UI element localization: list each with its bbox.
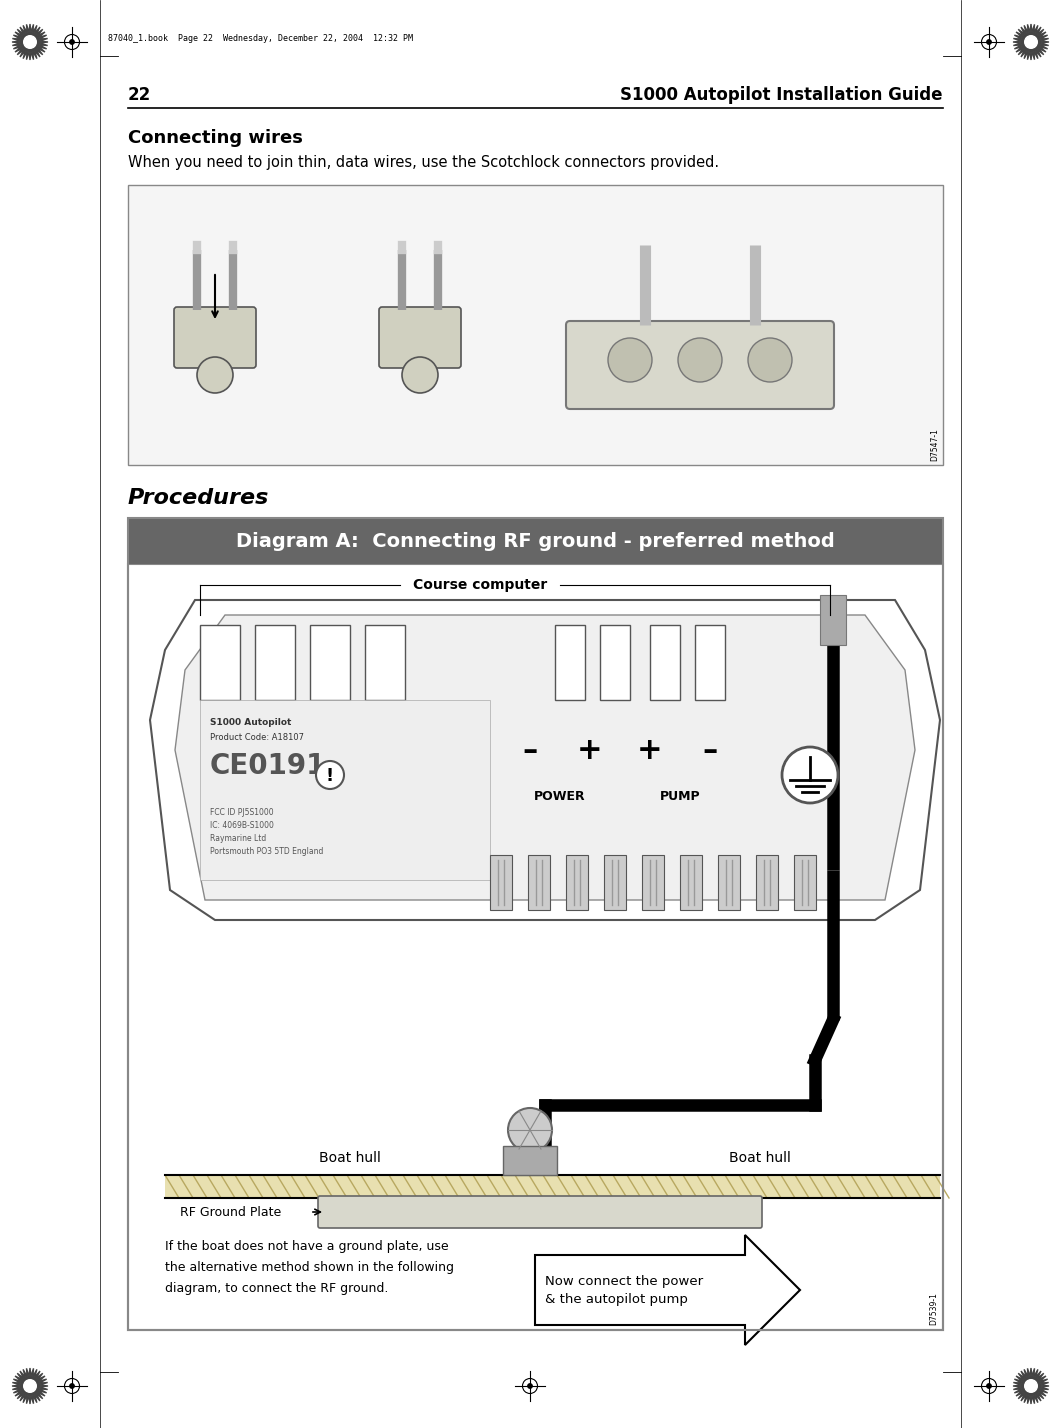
Text: 22: 22 (128, 86, 152, 104)
FancyBboxPatch shape (566, 321, 834, 408)
Polygon shape (1013, 24, 1049, 60)
Polygon shape (12, 24, 48, 60)
Polygon shape (175, 615, 915, 900)
Text: POWER: POWER (534, 790, 586, 803)
Text: Diagram A:  Connecting RF ground - preferred method: Diagram A: Connecting RF ground - prefer… (237, 531, 835, 551)
Polygon shape (535, 1235, 800, 1345)
Text: +: + (638, 735, 663, 764)
FancyBboxPatch shape (650, 625, 680, 700)
Circle shape (70, 1384, 74, 1388)
Text: S1000 Autopilot Installation Guide: S1000 Autopilot Installation Guide (621, 86, 943, 104)
Text: Raymarine Ltd: Raymarine Ltd (210, 834, 266, 843)
Circle shape (608, 338, 653, 383)
FancyBboxPatch shape (255, 625, 295, 700)
Text: !: ! (326, 767, 334, 785)
FancyBboxPatch shape (490, 855, 512, 910)
FancyBboxPatch shape (128, 186, 943, 466)
FancyBboxPatch shape (128, 518, 943, 564)
Circle shape (197, 357, 233, 393)
FancyBboxPatch shape (566, 855, 588, 910)
FancyBboxPatch shape (642, 855, 664, 910)
Text: –: – (702, 735, 717, 764)
FancyBboxPatch shape (601, 625, 630, 700)
FancyBboxPatch shape (128, 564, 943, 1329)
Text: If the boat does not have a ground plate, use: If the boat does not have a ground plate… (166, 1240, 449, 1252)
FancyBboxPatch shape (365, 625, 405, 700)
Circle shape (402, 357, 438, 393)
Text: Connecting wires: Connecting wires (128, 129, 302, 147)
Text: & the autopilot pump: & the autopilot pump (545, 1292, 688, 1305)
FancyBboxPatch shape (166, 1175, 940, 1198)
Circle shape (987, 40, 991, 44)
Text: diagram, to connect the RF ground.: diagram, to connect the RF ground. (166, 1282, 388, 1295)
Circle shape (782, 747, 838, 803)
Text: D7547-1: D7547-1 (930, 428, 939, 461)
Polygon shape (12, 1368, 48, 1404)
Circle shape (527, 1384, 533, 1388)
Text: D7539-1: D7539-1 (929, 1292, 938, 1325)
Text: +: + (577, 735, 603, 764)
FancyBboxPatch shape (756, 855, 778, 910)
Polygon shape (1013, 1368, 1049, 1404)
Circle shape (1025, 36, 1038, 49)
Circle shape (1025, 1379, 1038, 1392)
Text: 87040_1.book  Page 22  Wednesday, December 22, 2004  12:32 PM: 87040_1.book Page 22 Wednesday, December… (108, 33, 413, 43)
FancyBboxPatch shape (555, 625, 585, 700)
FancyBboxPatch shape (201, 700, 490, 880)
Circle shape (508, 1108, 552, 1152)
Text: RF Ground Plate: RF Ground Plate (180, 1205, 281, 1218)
FancyBboxPatch shape (820, 595, 846, 645)
FancyBboxPatch shape (718, 855, 740, 910)
FancyBboxPatch shape (318, 1197, 762, 1228)
Circle shape (678, 338, 721, 383)
Text: Now connect the power: Now connect the power (545, 1275, 703, 1288)
Text: Boat hull: Boat hull (319, 1151, 381, 1165)
FancyBboxPatch shape (695, 625, 725, 700)
FancyBboxPatch shape (379, 307, 460, 368)
Text: Course computer: Course computer (413, 578, 547, 593)
Circle shape (70, 40, 74, 44)
Text: Product Code: A18107: Product Code: A18107 (210, 733, 305, 743)
FancyBboxPatch shape (201, 625, 240, 700)
Text: FCC ID PJ5S1000: FCC ID PJ5S1000 (210, 808, 274, 817)
FancyBboxPatch shape (604, 855, 626, 910)
FancyBboxPatch shape (503, 1147, 557, 1175)
Circle shape (23, 36, 36, 49)
Polygon shape (150, 600, 940, 920)
Text: IC: 4069B-S1000: IC: 4069B-S1000 (210, 821, 274, 830)
FancyBboxPatch shape (174, 307, 256, 368)
FancyBboxPatch shape (528, 855, 550, 910)
FancyBboxPatch shape (794, 855, 816, 910)
Text: When you need to join thin, data wires, use the Scotchlock connectors provided.: When you need to join thin, data wires, … (128, 154, 719, 170)
FancyBboxPatch shape (310, 625, 350, 700)
Text: –: – (522, 735, 538, 764)
Text: PUMP: PUMP (660, 790, 700, 803)
Circle shape (23, 1379, 36, 1392)
FancyBboxPatch shape (680, 855, 702, 910)
Text: the alternative method shown in the following: the alternative method shown in the foll… (166, 1261, 454, 1274)
Circle shape (748, 338, 792, 383)
Circle shape (987, 1384, 991, 1388)
Circle shape (316, 761, 344, 790)
Text: Procedures: Procedures (128, 488, 269, 508)
Text: CE0191: CE0191 (210, 753, 327, 780)
Text: Boat hull: Boat hull (729, 1151, 790, 1165)
Text: Portsmouth PO3 5TD England: Portsmouth PO3 5TD England (210, 847, 324, 855)
Text: S1000 Autopilot: S1000 Autopilot (210, 718, 292, 727)
